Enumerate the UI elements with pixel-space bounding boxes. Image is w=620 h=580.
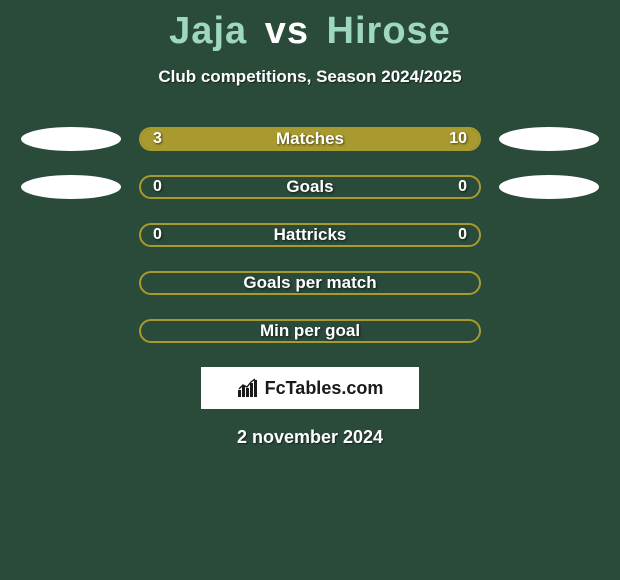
stat-value-right: 0	[458, 178, 467, 196]
team-badge-right	[499, 127, 599, 151]
stat-bar: Goals 0 0	[139, 175, 481, 199]
logo-box: FcTables.com	[201, 367, 419, 409]
stat-row: Goals per match	[0, 271, 620, 295]
stat-row: Matches 3 10	[0, 127, 620, 151]
team-badge-left	[21, 127, 121, 151]
team-badge-left	[21, 175, 121, 199]
stat-label: Goals	[286, 177, 333, 197]
title: Jaja vs Hirose	[0, 0, 620, 53]
subtitle: Club competitions, Season 2024/2025	[0, 67, 620, 87]
stat-bar: Hattricks 0 0	[139, 223, 481, 247]
stat-value-left: 0	[153, 226, 162, 244]
player1-name: Jaja	[169, 10, 247, 52]
stat-label: Goals per match	[243, 273, 376, 293]
stat-row: Hattricks 0 0	[0, 223, 620, 247]
stat-label: Hattricks	[274, 225, 347, 245]
stat-value-right: 0	[458, 226, 467, 244]
stat-bar: Goals per match	[139, 271, 481, 295]
stat-label: Matches	[276, 129, 344, 149]
stat-bar: Min per goal	[139, 319, 481, 343]
logo-text: FcTables.com	[265, 378, 384, 399]
stat-bar: Matches 3 10	[139, 127, 481, 151]
stat-rows: Matches 3 10 Goals 0 0 Hattricks 0 0 Goals per ma…	[0, 127, 620, 343]
stat-row: Goals 0 0	[0, 175, 620, 199]
date-text: 2 november 2024	[0, 427, 620, 448]
bar-fill-left	[141, 129, 209, 149]
player2-name: Hirose	[327, 10, 451, 52]
stat-row: Min per goal	[0, 319, 620, 343]
stat-value-left: 3	[153, 130, 162, 148]
stat-label: Min per goal	[260, 321, 360, 341]
bar-chart-icon	[237, 378, 259, 398]
stat-value-left: 0	[153, 178, 162, 196]
team-badge-right	[499, 175, 599, 199]
vs-text: vs	[265, 10, 309, 52]
comparison-card: Jaja vs Hirose Club competitions, Season…	[0, 0, 620, 580]
logo: FcTables.com	[237, 378, 384, 399]
stat-value-right: 10	[449, 130, 467, 148]
